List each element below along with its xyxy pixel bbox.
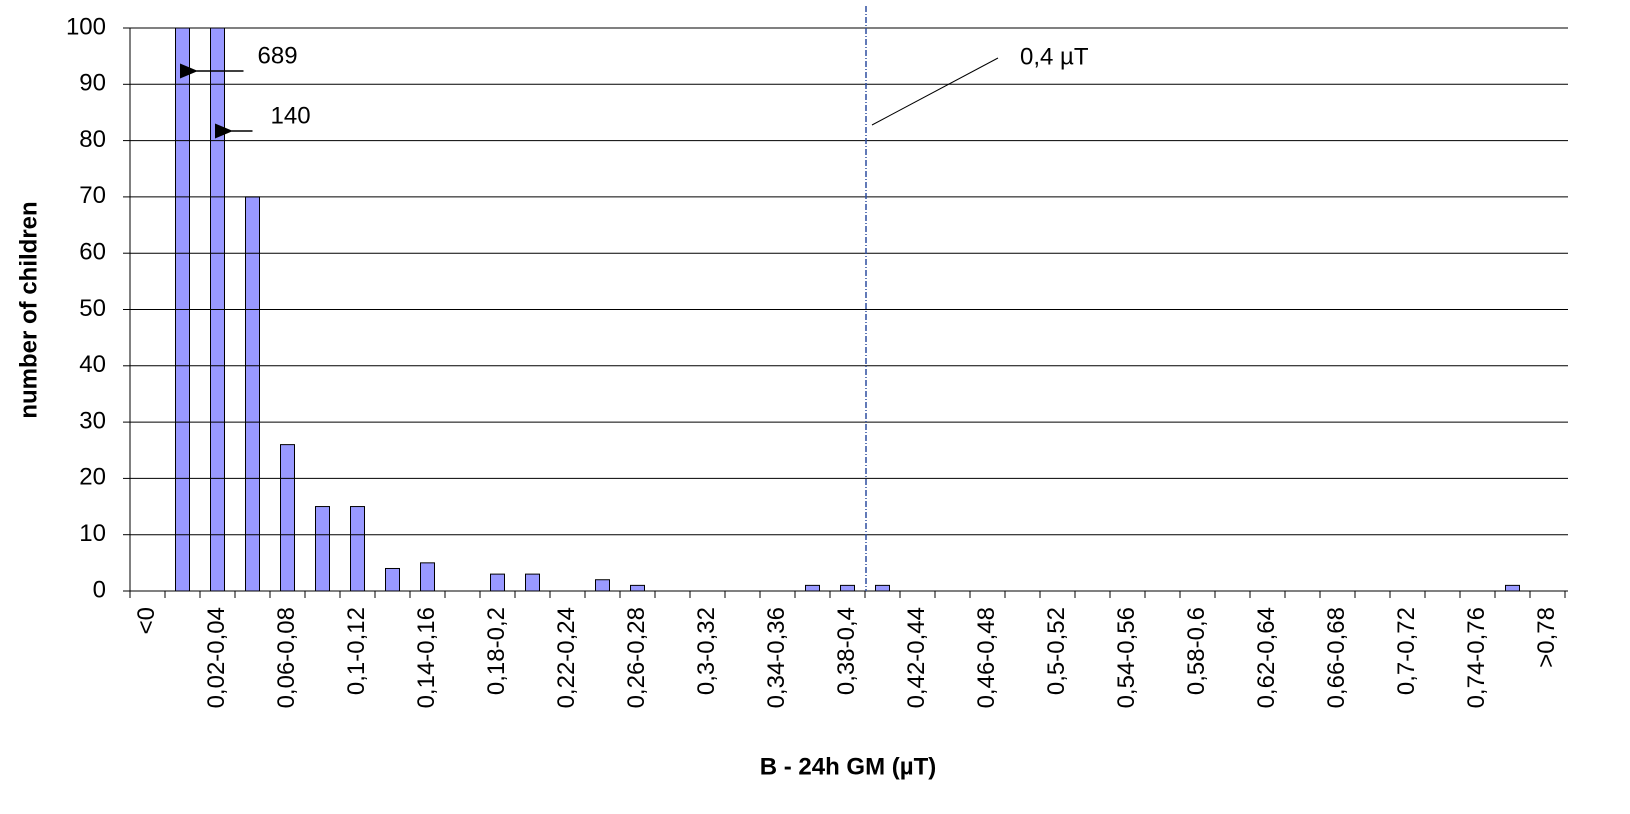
- bar: [525, 573, 540, 592]
- y-tick-label: 80: [79, 126, 106, 153]
- y-tick-label: 40: [79, 351, 106, 378]
- x-tick-label: >0,78: [1533, 607, 1560, 668]
- y-tick-label: 50: [79, 295, 106, 322]
- reference-label: 0,4 µT: [1020, 43, 1089, 70]
- bar: [1505, 584, 1520, 592]
- x-tick-label: <0: [133, 607, 160, 634]
- x-tick-label: 0,06-0,08: [273, 607, 300, 708]
- x-tick-label: 0,1-0,12: [343, 607, 370, 695]
- x-axis-title: B - 24h GM (µT): [760, 753, 936, 780]
- bar: [805, 584, 820, 592]
- x-tick-label: 0,5-0,52: [1043, 607, 1070, 695]
- bar: [245, 196, 260, 592]
- x-tick-label: 0,3-0,32: [693, 607, 720, 695]
- bar: [875, 584, 890, 592]
- y-axis-title: number of children: [15, 201, 42, 418]
- x-tick-label: 0,74-0,76: [1463, 607, 1490, 708]
- y-tick-label: 10: [79, 520, 106, 547]
- bar: [840, 584, 855, 592]
- annotation-value: 140: [271, 102, 311, 129]
- bar: [210, 28, 225, 592]
- x-tick-label: 0,66-0,68: [1323, 607, 1350, 708]
- y-tick-label: 100: [66, 13, 106, 40]
- x-tick-label: 0,42-0,44: [903, 607, 930, 708]
- x-tick-label: 0,58-0,6: [1183, 607, 1210, 695]
- y-tick-label: 0: [93, 576, 106, 603]
- bar: [350, 506, 365, 592]
- x-tick-label: 0,7-0,72: [1393, 607, 1420, 695]
- annotation-value: 689: [258, 42, 298, 69]
- x-tick-label: 0,22-0,24: [553, 607, 580, 708]
- bar: [630, 584, 645, 592]
- bar: [420, 562, 435, 592]
- y-tick-label: 70: [79, 182, 106, 209]
- bar: [385, 567, 400, 592]
- y-tick-label: 20: [79, 464, 106, 491]
- y-tick-label: 60: [79, 239, 106, 266]
- x-tick-label: 0,14-0,16: [413, 607, 440, 708]
- bar: [280, 444, 295, 592]
- y-tick-label: 30: [79, 407, 106, 434]
- x-tick-label: 0,26-0,28: [623, 607, 650, 708]
- x-tick-label: 0,02-0,04: [203, 607, 230, 708]
- bar: [315, 506, 330, 592]
- x-tick-label: 0,38-0,4: [833, 607, 860, 695]
- plot-area: [175, 28, 1520, 592]
- reference-leader: [871, 57, 999, 126]
- x-tick-label: 0,34-0,36: [763, 607, 790, 708]
- x-tick-label: 0,18-0,2: [483, 607, 510, 695]
- x-tick-label: 0,54-0,56: [1113, 607, 1140, 708]
- bar: [175, 28, 190, 592]
- x-tick-label: 0,62-0,64: [1253, 607, 1280, 708]
- bar: [490, 573, 505, 592]
- y-tick-label: 90: [79, 70, 106, 97]
- x-tick-label: 0,46-0,48: [973, 607, 1000, 708]
- bar: [595, 579, 610, 592]
